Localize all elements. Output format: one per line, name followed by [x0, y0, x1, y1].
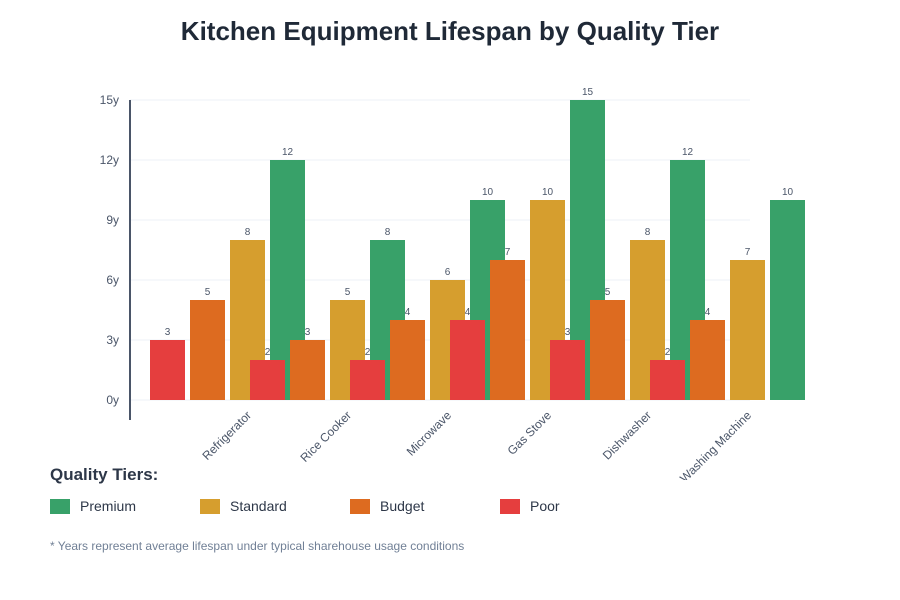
y-tick-label: 3y	[106, 333, 119, 347]
footnote: * Years represent average lifespan under…	[50, 539, 465, 553]
data-label: 10	[542, 187, 554, 198]
bar-standard	[730, 260, 765, 400]
data-label: 5	[605, 287, 611, 298]
x-tick-label: Gas Stove	[505, 408, 555, 458]
x-tick-label: Dishwasher	[600, 408, 654, 462]
y-tick-label: 9y	[106, 213, 119, 227]
x-tick-label: Washing Machine	[677, 408, 754, 480]
legend-label: Standard	[230, 498, 287, 514]
bar-budget	[690, 320, 725, 400]
y-tick-label: 0y	[106, 393, 119, 407]
data-label: 8	[245, 227, 251, 238]
y-tick-label: 6y	[106, 273, 119, 287]
legend-item-poor: Poor	[500, 498, 560, 514]
bar-budget	[290, 340, 325, 400]
bar-premium	[770, 200, 805, 400]
data-label: 2	[265, 347, 271, 358]
data-label: 2	[665, 347, 671, 358]
data-label: 8	[645, 227, 651, 238]
data-label: 10	[482, 187, 494, 198]
legend-label: Budget	[380, 498, 425, 514]
data-label: 2	[365, 347, 371, 358]
bar-budget	[590, 300, 625, 400]
x-tick-label: Refrigerator	[199, 408, 254, 463]
legend-swatch	[350, 498, 370, 514]
x-tick-label: Rice Cooker	[298, 408, 355, 465]
data-label: 6	[445, 267, 451, 278]
bar-poor	[150, 340, 185, 400]
data-label: 10	[782, 187, 794, 198]
data-label: 4	[465, 307, 471, 318]
legend-swatch	[500, 498, 520, 514]
bar-chart: 0y 3y 6y 9y 12y 15y 12 8 10 15 12 10 8 5 6 10 8 7 5 3 4 7 5 4 3 2…	[100, 87, 805, 480]
legend-item-budget: Budget	[350, 498, 424, 514]
y-tick-label: 15y	[100, 93, 119, 107]
legend-swatch	[50, 498, 70, 514]
bar-poor	[350, 360, 385, 400]
bar-poor	[450, 320, 485, 400]
data-label: 12	[682, 147, 694, 158]
data-label: 3	[165, 327, 171, 338]
data-label: 5	[345, 287, 351, 298]
data-label: 12	[282, 147, 294, 158]
legend-swatch	[200, 498, 220, 514]
x-tick-label: Microwave	[404, 408, 455, 459]
data-label: 4	[405, 307, 411, 318]
bar-budget	[190, 300, 225, 400]
bar-poor	[250, 360, 285, 400]
legend-label: Premium	[80, 498, 137, 514]
data-label: 3	[565, 327, 571, 338]
data-label: 3	[305, 327, 311, 338]
data-label: 7	[505, 247, 511, 258]
data-label: 7	[745, 247, 751, 258]
bar-budget	[490, 260, 525, 400]
data-label: 15	[582, 87, 594, 98]
legend-label: Poor	[530, 498, 560, 514]
bar-poor	[550, 340, 585, 400]
legend-item-standard: Standard	[200, 498, 287, 514]
data-label: 8	[385, 227, 391, 238]
y-tick-label: 12y	[100, 153, 119, 167]
data-label: 5	[205, 287, 211, 298]
legend-item-premium: Premium	[50, 498, 136, 514]
bar-poor	[650, 360, 685, 400]
legend-title: Quality Tiers:	[50, 465, 159, 484]
data-label: 4	[705, 307, 711, 318]
chart-title: Kitchen Equipment Lifespan by Quality Ti…	[180, 16, 720, 46]
bar-budget	[390, 320, 425, 400]
